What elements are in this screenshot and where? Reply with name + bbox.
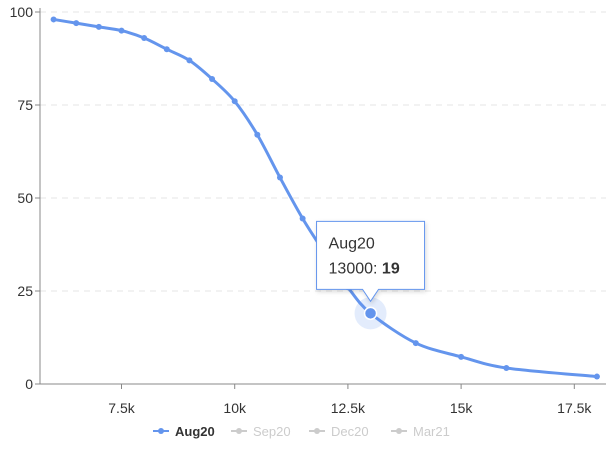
x-tick-label: 12.5k [331, 400, 366, 416]
data-point[interactable] [186, 57, 193, 64]
legend-marker-icon [158, 428, 164, 434]
highlighted-point[interactable] [363, 306, 378, 321]
data-point[interactable] [163, 46, 170, 53]
data-point[interactable] [412, 340, 419, 347]
tooltip: Aug20 13000: 19 [316, 220, 426, 330]
data-point[interactable] [503, 365, 510, 372]
y-tick-label: 75 [17, 97, 33, 113]
legend-marker-icon [314, 428, 320, 434]
data-point[interactable] [299, 215, 306, 222]
legend-item-mar21[interactable]: Mar21 [391, 424, 450, 439]
data-point[interactable] [141, 35, 148, 42]
data-point[interactable] [276, 174, 283, 181]
tooltip-x-label: 13000 [329, 260, 374, 277]
y-tick-label: 100 [10, 4, 34, 20]
data-point[interactable] [254, 131, 261, 138]
data-point[interactable] [458, 353, 465, 360]
y-tick-label: 50 [17, 190, 33, 206]
legend-marker-icon [236, 428, 242, 434]
legend-item-aug20[interactable]: Aug20 [153, 424, 215, 439]
data-point[interactable] [118, 27, 125, 34]
tooltip-point: 13000: 19 [329, 260, 400, 277]
legend-label: Dec20 [331, 424, 369, 439]
tooltip-box [316, 220, 426, 303]
axes: 0 25 50 75 100 7.5k 10k 12.5k 15k 17.5k [10, 4, 606, 416]
data-point[interactable] [593, 373, 600, 380]
legend-label: Aug20 [175, 424, 215, 439]
legend[interactable]: Aug20 Sep20 Dec20 Mar21 [153, 424, 450, 439]
data-point[interactable] [73, 20, 80, 27]
data-point[interactable] [95, 23, 102, 30]
data-point[interactable] [50, 16, 57, 23]
x-tick-label: 15k [450, 400, 474, 416]
tooltip-value: 19 [382, 260, 400, 277]
y-tick-label: 25 [17, 283, 33, 299]
legend-label: Mar21 [413, 424, 450, 439]
tooltip-separator: : [373, 260, 382, 277]
legend-item-dec20[interactable]: Dec20 [309, 424, 369, 439]
x-tick-label: 10k [223, 400, 247, 416]
data-point[interactable] [231, 98, 238, 105]
data-point[interactable] [209, 75, 216, 82]
x-tick-label: 17.5k [557, 400, 592, 416]
y-tick-label: 0 [25, 376, 33, 392]
legend-marker-icon [396, 428, 402, 434]
legend-item-sep20[interactable]: Sep20 [231, 424, 291, 439]
x-tick-label: 7.5k [108, 400, 135, 416]
legend-label: Sep20 [253, 424, 291, 439]
tooltip-series-name: Aug20 [329, 235, 375, 252]
